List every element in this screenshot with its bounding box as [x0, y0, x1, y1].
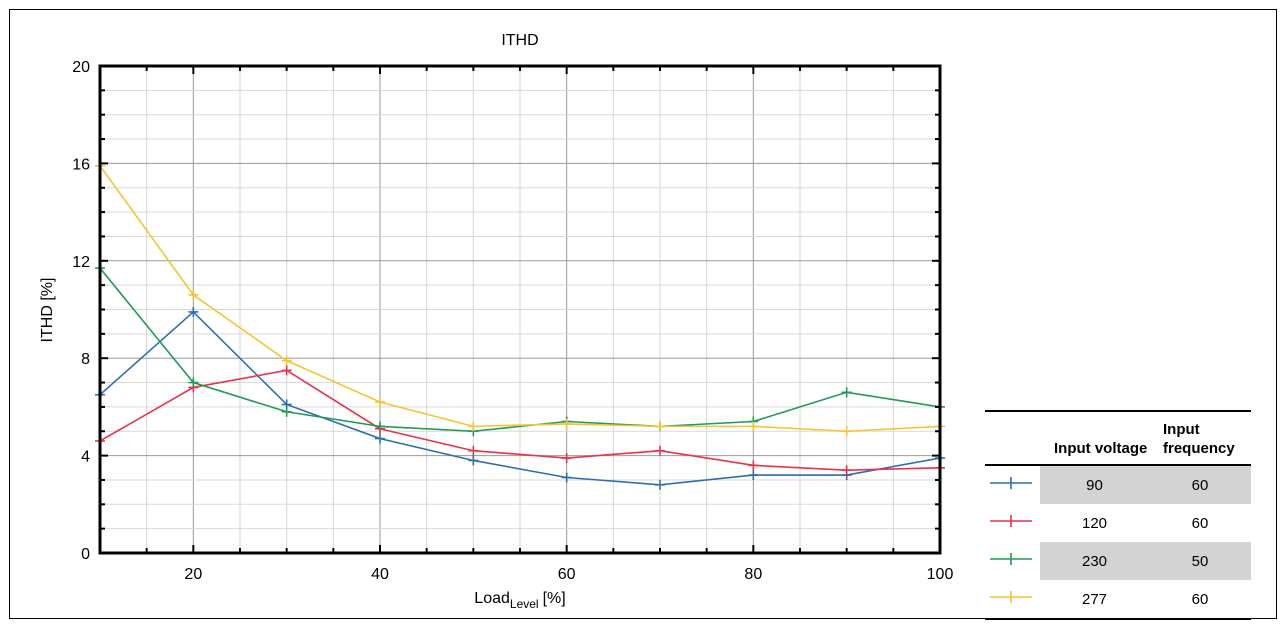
series-line	[99, 369, 941, 472]
legend-swatch-header	[985, 411, 1040, 466]
x-tick-label: 100	[927, 566, 954, 583]
legend-frequency: 60	[1149, 465, 1251, 504]
series-layer	[95, 160, 945, 490]
series-point	[841, 465, 852, 476]
series-line	[99, 267, 941, 433]
series-point	[841, 387, 852, 398]
x-tick-label: 40	[371, 566, 389, 583]
y-tick-label: 8	[81, 351, 90, 368]
series-point	[561, 418, 572, 429]
series-point	[375, 421, 385, 432]
y-tick-label: 0	[81, 546, 90, 563]
series-point	[281, 406, 292, 417]
series-point	[655, 479, 665, 490]
series-point	[468, 455, 479, 466]
series-point	[281, 355, 292, 366]
series-point	[561, 472, 572, 483]
legend-row: 230 50	[985, 542, 1251, 580]
x-tick-label: 80	[744, 566, 762, 583]
series-line	[99, 165, 941, 433]
legend-frequency: 50	[1149, 542, 1251, 580]
series-point	[188, 306, 199, 317]
series-point	[748, 421, 759, 432]
x-axis-label: LoadLevel [%]	[474, 590, 565, 611]
axis-ticks	[100, 66, 940, 553]
legend-frequency: 60	[1191, 590, 1209, 608]
series-point	[188, 377, 199, 388]
legend-swatch	[985, 542, 1040, 580]
legend-swatch	[985, 580, 1040, 619]
legend-row: 120 60	[985, 504, 1251, 542]
y-tick-label: 20	[72, 59, 90, 76]
x-axis-label-main: Load	[474, 590, 510, 607]
series-point	[375, 433, 385, 444]
legend-row: 277 60	[985, 580, 1251, 619]
x-axis-label-unit: [%]	[543, 590, 566, 607]
legend-frequency: 60	[1191, 514, 1209, 532]
series-point	[841, 426, 852, 437]
series-point	[655, 445, 665, 456]
legend-voltage: 277	[1081, 590, 1108, 608]
legend-row: 90 60	[985, 465, 1251, 504]
y-tick-label: 16	[72, 156, 90, 173]
y-tick-label: 4	[81, 449, 90, 466]
series-point	[655, 421, 665, 432]
legend-swatch	[985, 465, 1040, 504]
legend-table: Input voltage Input frequency 90 60 120 …	[985, 410, 1251, 620]
x-tick-label: 20	[184, 566, 202, 583]
legend-voltage: 230	[1040, 542, 1149, 580]
series-point	[748, 470, 759, 481]
legend-voltage: 120	[1081, 514, 1108, 532]
series-point	[281, 365, 292, 376]
series-point	[561, 453, 572, 464]
grid	[100, 66, 940, 553]
x-tick-label: 60	[558, 566, 576, 583]
x-axis-label-sub: Level	[510, 597, 539, 611]
series-point	[375, 397, 385, 408]
axis-labels: 20 40 60 80 100 0 4 8 12 16 20	[72, 59, 953, 583]
series-point	[188, 289, 199, 300]
series-point	[468, 421, 479, 432]
series-line	[99, 310, 941, 486]
legend-header-voltage: Input voltage	[1040, 411, 1149, 466]
legend-voltage: 90	[1040, 465, 1149, 504]
legend-swatch	[985, 504, 1040, 542]
y-axis-label: ITHD [%]	[39, 278, 56, 343]
legend-header-frequency: Input frequency	[1149, 411, 1251, 466]
series-point	[748, 460, 759, 471]
series-point	[468, 445, 479, 456]
figure-frame	[9, 9, 1277, 619]
chart-title: ITHD	[501, 32, 538, 49]
y-tick-label: 12	[72, 254, 90, 271]
